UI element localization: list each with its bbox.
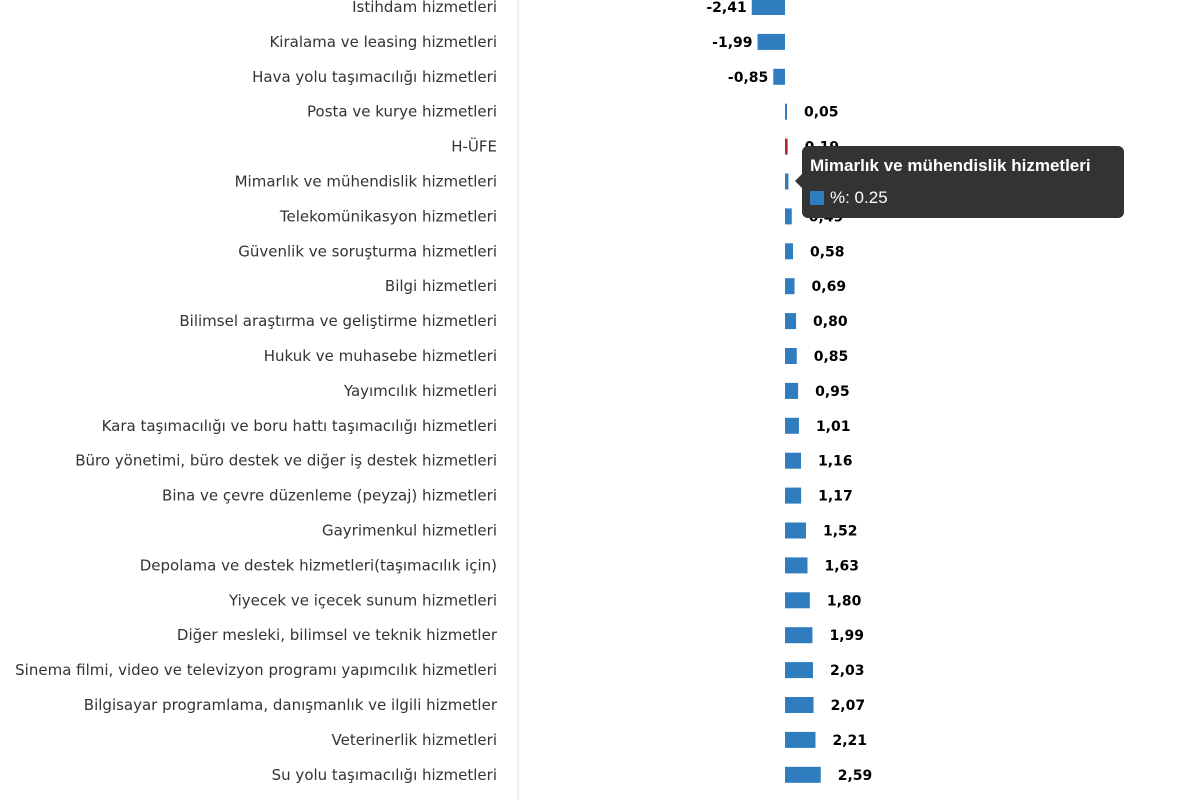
- category-label: Bilimsel araştırma ve geliştirme hizmetl…: [179, 312, 497, 330]
- tooltip-series-swatch: [810, 191, 824, 205]
- category-label: Veterinerlik hizmetleri: [332, 731, 497, 749]
- bar[interactable]: [785, 278, 795, 295]
- data-label: 1,63: [824, 558, 859, 574]
- data-label: -0,85: [728, 70, 768, 86]
- category-label: Posta ve kurye hizmetleri: [307, 103, 497, 121]
- data-label: 1,17: [818, 489, 853, 505]
- data-label: 1,99: [829, 628, 864, 644]
- bar[interactable]: [785, 382, 799, 399]
- data-label: 1,52: [823, 524, 858, 540]
- bar[interactable]: [785, 487, 802, 504]
- bar[interactable]: [785, 627, 813, 644]
- data-label: -2,41: [706, 0, 746, 16]
- category-label: Kiralama ve leasing hizmetleri: [269, 33, 497, 51]
- category-label: Depolama ve destek hizmetleri(taşımacılı…: [140, 556, 497, 574]
- bar[interactable]: [785, 103, 787, 120]
- bar[interactable]: [785, 417, 799, 434]
- data-label: 0,58: [810, 244, 845, 260]
- category-label: Yayımcılık hizmetleri: [343, 382, 497, 400]
- data-label: 2,03: [830, 663, 865, 679]
- bar[interactable]: [751, 0, 785, 15]
- category-label: Su yolu taşımacılığı hizmetleri: [272, 766, 497, 784]
- category-label: Güvenlik ve soruşturma hizmetleri: [238, 242, 497, 260]
- bar[interactable]: [785, 766, 821, 783]
- bar[interactable]: [785, 208, 792, 225]
- bar[interactable]: [785, 138, 788, 155]
- category-label: Hukuk ve muhasebe hizmetleri: [264, 347, 497, 365]
- data-label: 2,07: [831, 698, 866, 714]
- bar[interactable]: [785, 173, 789, 190]
- data-label: 0,95: [815, 384, 850, 400]
- tooltip-series-value: %: 0.25: [830, 188, 888, 207]
- data-label: 0,80: [813, 314, 848, 330]
- bars: [751, 0, 821, 783]
- tooltip-pointer: [795, 174, 802, 188]
- bar[interactable]: [785, 662, 814, 679]
- category-label: Bilgi hizmetleri: [385, 277, 497, 295]
- bar[interactable]: [785, 697, 814, 713]
- bar[interactable]: [785, 243, 794, 260]
- category-label: Diğer mesleki, bilimsel ve teknik hizmet…: [177, 626, 498, 644]
- data-label: 1,01: [816, 419, 851, 435]
- bar[interactable]: [785, 522, 806, 539]
- bar[interactable]: [785, 592, 810, 609]
- category-label: İstihdam hizmetleri: [352, 0, 497, 16]
- category-label: H-ÜFE: [451, 137, 497, 156]
- category-label: Bina ve çevre düzenleme (peyzaj) hizmetl…: [162, 487, 497, 505]
- tooltip-series-row: %: 0.25: [810, 188, 888, 208]
- data-label: 2,59: [838, 768, 873, 784]
- bar[interactable]: [785, 313, 797, 330]
- category-label: Mimarlık ve mühendislik hizmetleri: [235, 173, 497, 191]
- data-label: 2,21: [832, 733, 867, 749]
- data-label: 1,80: [827, 593, 862, 609]
- data-label: 0,05: [804, 105, 839, 121]
- chart-tooltip: Mimarlık ve mühendislik hizmetleri %: 0.…: [795, 146, 1124, 218]
- category-labels: İstihdam hizmetleri Kiralama ve leasing h…: [15, 0, 498, 784]
- bar[interactable]: [785, 731, 816, 748]
- category-label: Telekomünikasyon hizmetleri: [279, 207, 497, 225]
- bar[interactable]: [785, 557, 808, 574]
- category-label: Büro yönetimi, büro destek ve diğer iş d…: [75, 452, 497, 470]
- bar[interactable]: [785, 452, 802, 469]
- data-label: -1,99: [712, 35, 752, 51]
- category-label: Kara taşımacılığı ve boru hattı taşımacı…: [102, 417, 497, 435]
- category-label: Yiyecek ve içecek sunum hizmetleri: [228, 591, 497, 609]
- category-label: Bilgisayar programlama, danışmanlık ve i…: [84, 696, 498, 714]
- data-label: 0,85: [814, 349, 849, 365]
- tooltip-title: Mimarlık ve mühendislik hizmetleri: [810, 156, 1091, 175]
- data-label: 0,69: [812, 279, 847, 295]
- data-label: 1,16: [818, 454, 853, 470]
- bar[interactable]: [757, 33, 785, 50]
- category-label: Hava yolu taşımacılığı hizmetleri: [252, 68, 497, 86]
- bar[interactable]: [785, 348, 797, 364]
- category-label: Sinema filmi, video ve televizyon progra…: [15, 661, 497, 679]
- category-label: Gayrimenkul hizmetleri: [322, 522, 497, 540]
- bar[interactable]: [773, 68, 785, 85]
